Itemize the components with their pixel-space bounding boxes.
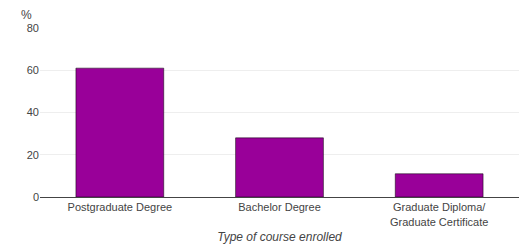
svg-text:40: 40 bbox=[27, 106, 39, 118]
svg-text:0: 0 bbox=[33, 191, 39, 203]
svg-text:%: % bbox=[21, 8, 32, 22]
svg-text:20: 20 bbox=[27, 149, 39, 161]
svg-text:Graduate Diploma/Graduate Cert: Graduate Diploma/Graduate Certificate bbox=[390, 201, 488, 227]
svg-text:Bachelor Degree: Bachelor Degree bbox=[238, 201, 321, 213]
svg-text:60: 60 bbox=[27, 64, 39, 76]
svg-text:Type of course enrolled: Type of course enrolled bbox=[217, 230, 342, 244]
svg-text:80: 80 bbox=[27, 22, 39, 34]
svg-text:Postgraduate Degree: Postgraduate Degree bbox=[68, 201, 173, 213]
